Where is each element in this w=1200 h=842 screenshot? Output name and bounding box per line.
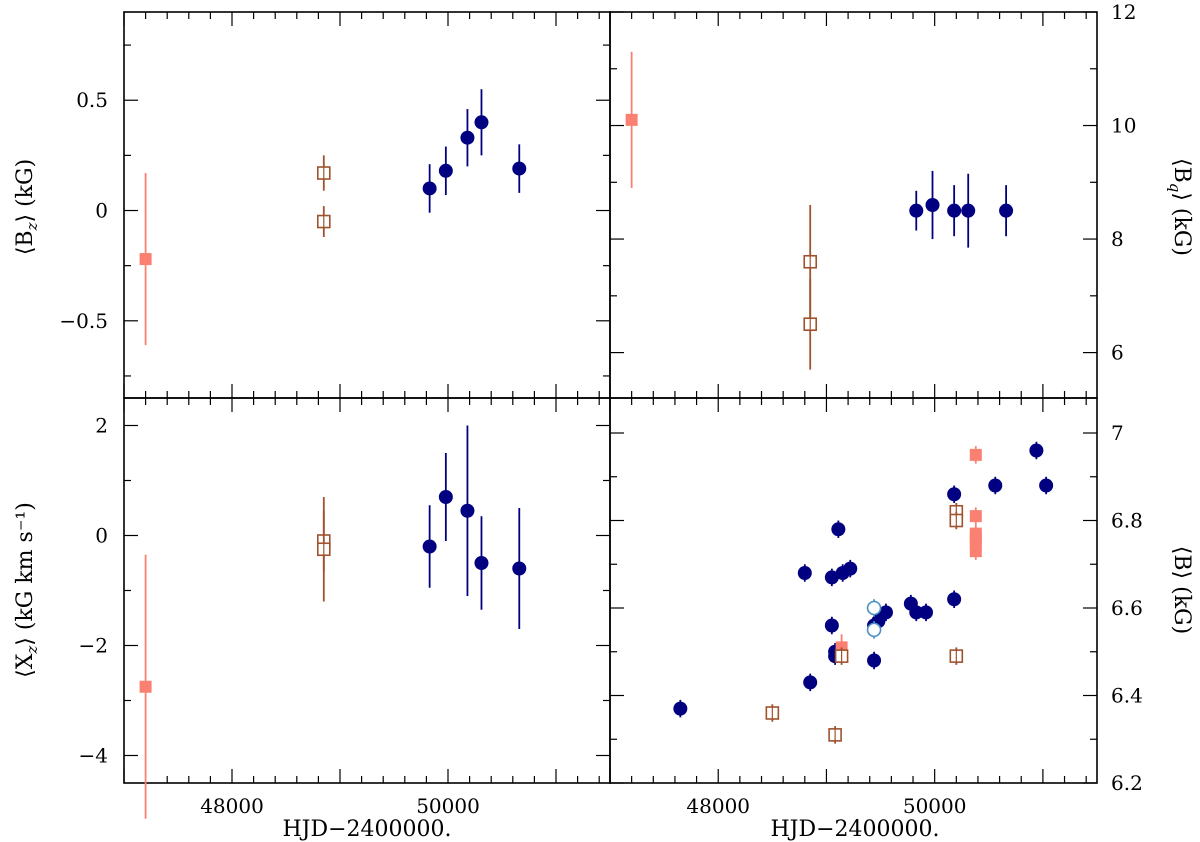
- data-point: [139, 680, 152, 693]
- data-point: [866, 622, 882, 638]
- data-point: [925, 198, 940, 212]
- y-tick-label: −0.5: [59, 309, 108, 333]
- y-tick-label: 6.2: [1111, 771, 1143, 795]
- data-point: [438, 163, 453, 178]
- data-point: [947, 203, 962, 218]
- series-dark-blue-filled-circle: [673, 441, 1054, 718]
- data-point: [831, 522, 846, 537]
- data-point: [909, 203, 924, 218]
- y-tick-label: 7: [1111, 421, 1124, 445]
- y-tick-label: 10: [1111, 114, 1136, 138]
- panel-top-left: −0.5 0 0.5: [59, 11, 611, 399]
- data-point: [961, 203, 976, 218]
- panel-frame: [123, 11, 611, 399]
- data-point: [474, 556, 489, 570]
- data-point: [673, 701, 688, 716]
- panel-bottom-left: −4 −2 0 2 48000 50000: [79, 397, 611, 819]
- data-point: [422, 181, 437, 196]
- data-point: [878, 605, 893, 620]
- y-axis-label-bottom-right: ⟨B⟩ (kG): [1169, 546, 1194, 634]
- series-salmon-filled-square: [139, 173, 152, 346]
- y-tick-label: 0: [95, 199, 108, 223]
- data-point: [803, 675, 818, 690]
- data-point: [1029, 443, 1044, 458]
- data-point: [866, 600, 882, 616]
- y-tick-label: 0: [95, 524, 108, 548]
- data-point: [824, 570, 839, 585]
- panel-bottom-right: 6.2 6.4 6.6 6.8 7 48000 50000: [609, 397, 1143, 818]
- series-salmon-filled-square: [139, 554, 152, 819]
- y-tick-label: 6: [1111, 341, 1124, 365]
- data-point: [422, 539, 437, 554]
- y-tick-label: −4: [79, 744, 108, 768]
- data-point: [947, 487, 962, 502]
- y-tick-label: 6.8: [1111, 509, 1143, 533]
- x-tick-label: 48000: [200, 794, 264, 818]
- series-brown-open-square: [765, 503, 964, 744]
- data-point: [1039, 478, 1054, 493]
- data-point: [843, 561, 858, 576]
- panel-frame: [609, 11, 1098, 399]
- y-tick-label: 2: [95, 414, 108, 438]
- series-brown-open-square: [316, 155, 331, 237]
- data-point: [969, 510, 982, 523]
- y-axis-label-top-right: ⟨Bq⟩ (kG): [1166, 158, 1194, 256]
- data-point: [797, 566, 812, 580]
- y-axis-label-top-left: ⟨Bz⟩ (kG): [13, 159, 41, 255]
- series-dark-blue-filled-circle: [422, 89, 527, 213]
- data-point: [460, 503, 475, 518]
- data-point: [909, 605, 924, 620]
- series-brown-open-square: [316, 497, 331, 602]
- y-tick-label: 6.4: [1111, 684, 1143, 708]
- series-light-blue-open-circle: [866, 599, 882, 639]
- panel-top-right: 6 8 10 12: [609, 0, 1136, 399]
- series-dark-blue-filled-circle: [909, 170, 1014, 248]
- data-point: [512, 561, 527, 576]
- series-dark-blue-filled-circle: [422, 425, 527, 629]
- x-axis-label-left: HJD−2400000.: [282, 817, 451, 842]
- y-tick-label: 6.6: [1111, 596, 1143, 620]
- data-point: [438, 490, 453, 504]
- data-point: [824, 618, 839, 633]
- y-axis-label-bottom-left: ⟨Xz⟩ (kG km s⁻¹): [13, 502, 41, 678]
- data-point: [460, 130, 475, 145]
- y-tick-label: −2: [79, 634, 108, 658]
- panel-frame: [123, 397, 611, 784]
- data-point: [139, 253, 152, 266]
- series-salmon-filled-square: [625, 51, 638, 188]
- data-point: [969, 448, 982, 461]
- y-tick-label: 0.5: [76, 88, 108, 112]
- series-brown-open-square: [803, 205, 818, 370]
- y-tick-label: 8: [1111, 227, 1124, 251]
- data-point: [999, 203, 1014, 218]
- y-tick-label: 12: [1111, 0, 1136, 24]
- x-axis-label-right: HJD−2400000.: [770, 817, 939, 842]
- data-point: [988, 478, 1003, 493]
- data-point: [512, 161, 527, 176]
- x-tick-label: 50000: [416, 794, 480, 818]
- data-point: [474, 115, 489, 130]
- data-point: [625, 113, 638, 126]
- data-point: [919, 605, 934, 620]
- series-salmon-filled-square: [835, 446, 982, 661]
- data-point: [947, 592, 962, 607]
- data-point: [867, 653, 882, 668]
- x-tick-label: 50000: [903, 794, 967, 818]
- x-tick-label: 48000: [686, 794, 750, 818]
- data-point: [969, 545, 982, 558]
- panel-frame: [609, 397, 1098, 784]
